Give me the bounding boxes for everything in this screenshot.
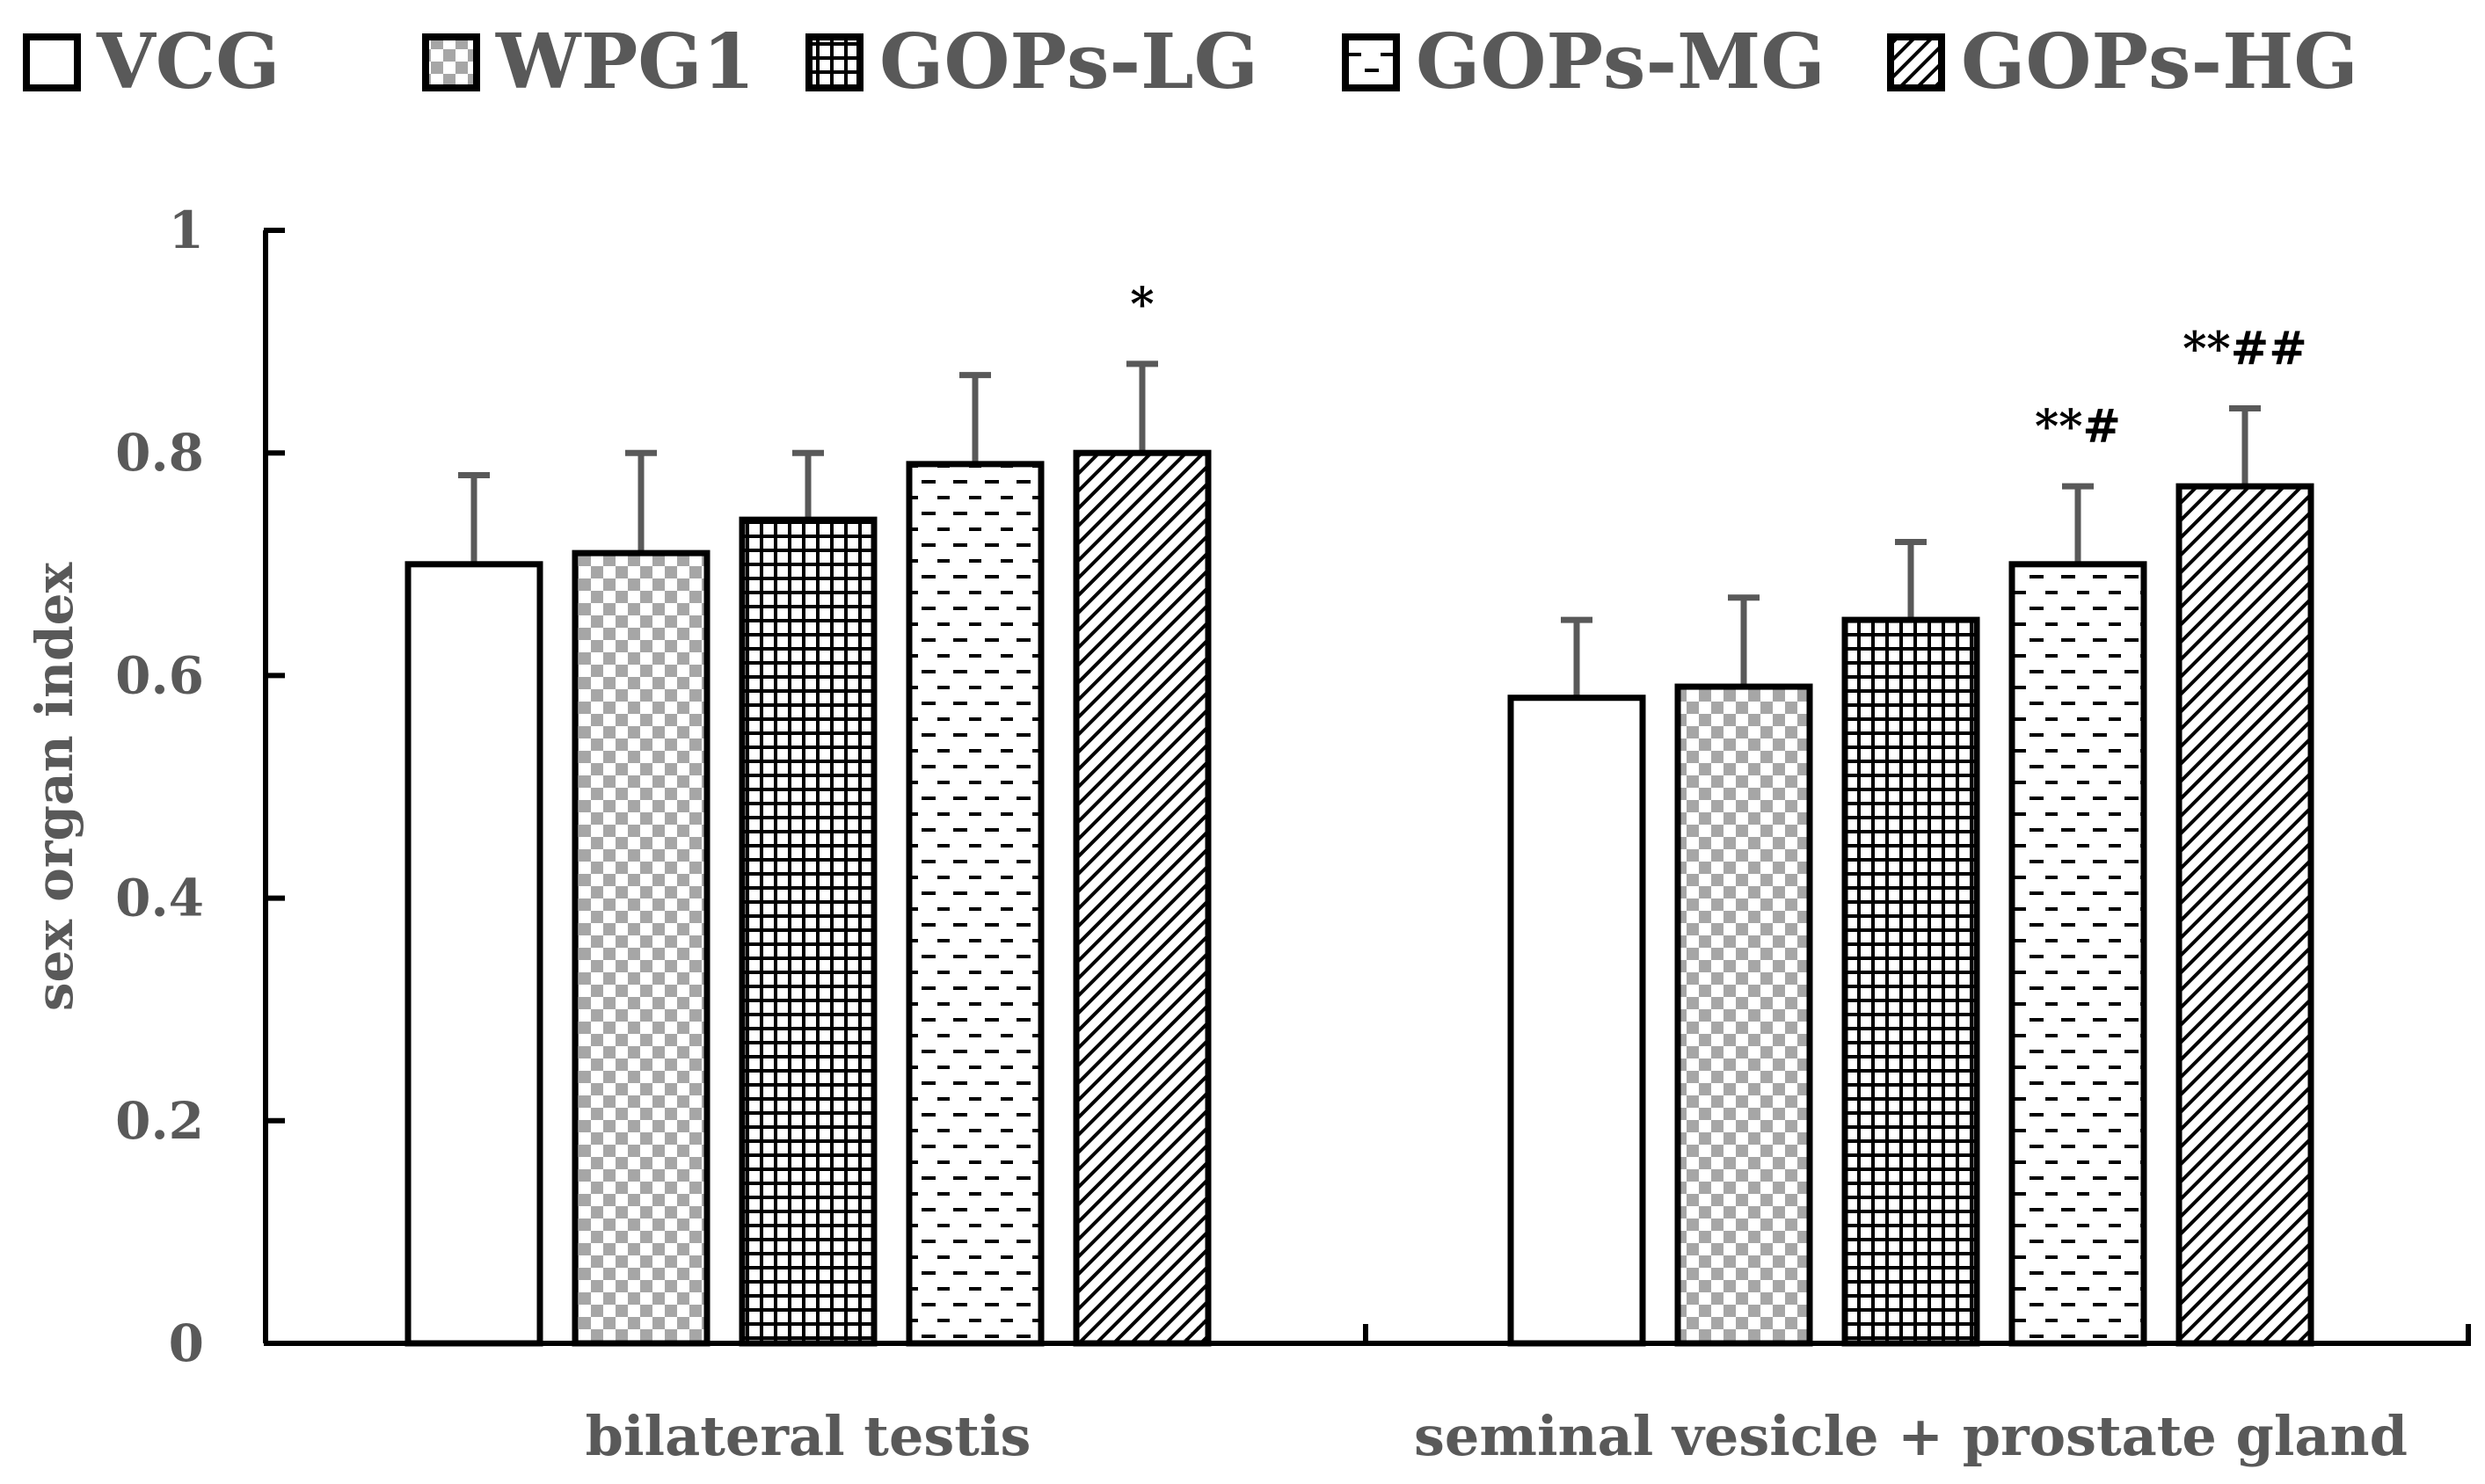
y-tick-label: 0.6 [115,645,204,705]
y-tick-label: 0.8 [115,423,204,483]
y-tick-label: 1 [169,200,204,260]
y-tick-label: 0.2 [115,1091,204,1151]
bar [739,516,878,1347]
legend-label: GOPs-HG [1961,18,2358,106]
legend-swatch [1887,33,1945,91]
bar [1841,616,1980,1347]
y-axis-title: sex organ index [25,562,84,1011]
significance-label: **## [2183,323,2307,376]
legend: VCG WPG1 GOPs-LG GOPs-MG GOPs-HG [23,18,2358,106]
legend-label: GOPs-LG [879,18,1258,106]
legend-label: GOPs-MG [1416,18,1825,106]
bar [1073,449,1212,1347]
y-tick-label: 0 [169,1313,204,1373]
legend-swatch [422,33,480,91]
bar [2008,561,2147,1347]
category-label: seminal vesicle + prostate gland [1414,1404,2408,1468]
bar [1507,695,1646,1347]
category-label: bilateral testis [586,1404,1031,1468]
bar [572,549,711,1347]
legend-label: WPG1 [495,18,755,106]
legend-label: VCG [96,18,281,106]
bar [2175,483,2314,1347]
bar [1674,683,1813,1347]
bars [404,360,2314,1347]
bar [404,561,543,1347]
significance-label: * [1130,278,1154,331]
labels: 0 0.2 0.4 0.6 0.8 1 sex organ index * bilateral … [25,200,2408,1468]
significance-label: **# [2035,400,2121,454]
bar [906,461,1045,1347]
legend-swatch [1342,33,1400,91]
legend-swatch [805,33,864,91]
y-tick-label: 0.4 [115,869,204,928]
legend-swatch [23,33,81,91]
